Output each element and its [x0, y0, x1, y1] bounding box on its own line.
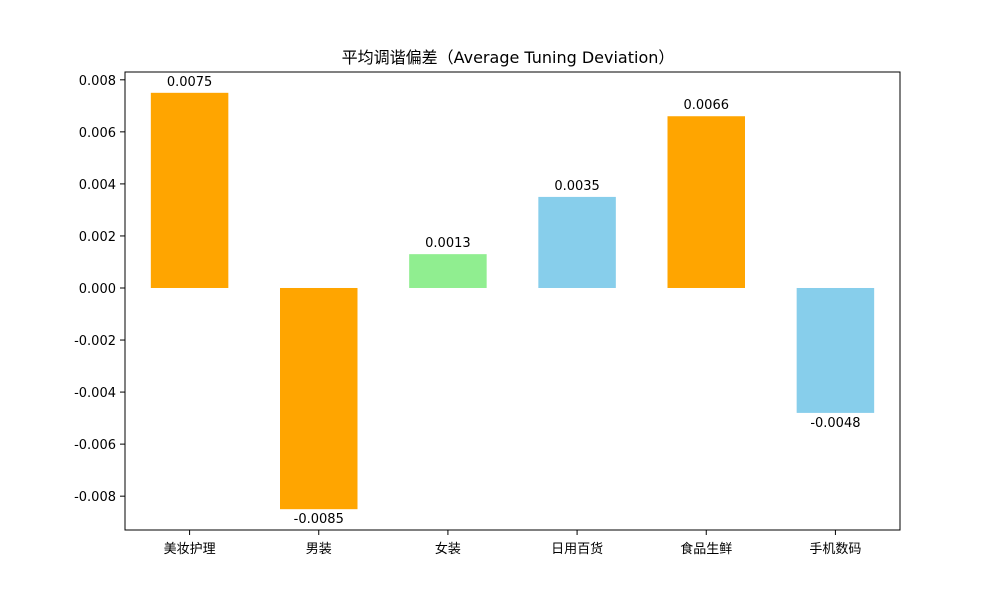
y-tick-label-2: -0.006: [74, 438, 116, 453]
x-tick-label-3: 女装: [435, 541, 461, 557]
x-tick-label-1: 美妆护理: [164, 542, 216, 557]
data-label-4: 0.0035: [554, 179, 600, 194]
bar-5: [667, 116, 745, 288]
x-tick-label-5: 食品生鲜: [680, 541, 732, 557]
y-tick-label-5: 0.000: [79, 282, 116, 297]
y-tick-label-9: 0.008: [79, 74, 116, 89]
y-tick-label-1: -0.008: [74, 490, 116, 505]
y-tick-label-7: 0.004: [79, 178, 116, 193]
bar-6: [796, 287, 875, 413]
bar-2: [280, 287, 358, 510]
data-label-5: 0.0066: [684, 98, 730, 113]
data-label-2: -0.0085: [294, 512, 344, 527]
x-tick-label-2: 男装: [306, 542, 332, 557]
y-tick-label-3: -0.004: [74, 386, 116, 401]
data-label-1: 0.0075: [167, 75, 213, 90]
value-labels-group: 0.0075 -0.0085 0.0013 0.0035 0.0066 -0.0048: [167, 75, 861, 527]
bar-1: [150, 92, 229, 288]
data-label-6: -0.0048: [810, 416, 860, 431]
chart-title: 平均调谐偏差（Average Tuning Deviation）: [342, 48, 675, 67]
y-axis: -0.008 -0.006 -0.004 -0.002 0.000 0.002 0.004 0…: [74, 74, 125, 505]
y-tick-label-8: 0.006: [79, 126, 116, 141]
y-tick-label-4: -0.002: [74, 334, 116, 349]
y-tick-label-6: 0.002: [79, 230, 116, 245]
data-label-3: 0.0013: [425, 236, 471, 251]
bar-3: [409, 254, 487, 288]
x-axis: 美妆护理 男装 女装 日用百货 食品生鲜 手机数码: [164, 530, 861, 557]
x-tick-label-4: 日用百货: [551, 541, 603, 557]
bar-4: [538, 196, 616, 288]
bars-group: [150, 92, 875, 510]
x-tick-label-6: 手机数码: [809, 542, 861, 557]
plot-frame: [124, 71, 901, 531]
